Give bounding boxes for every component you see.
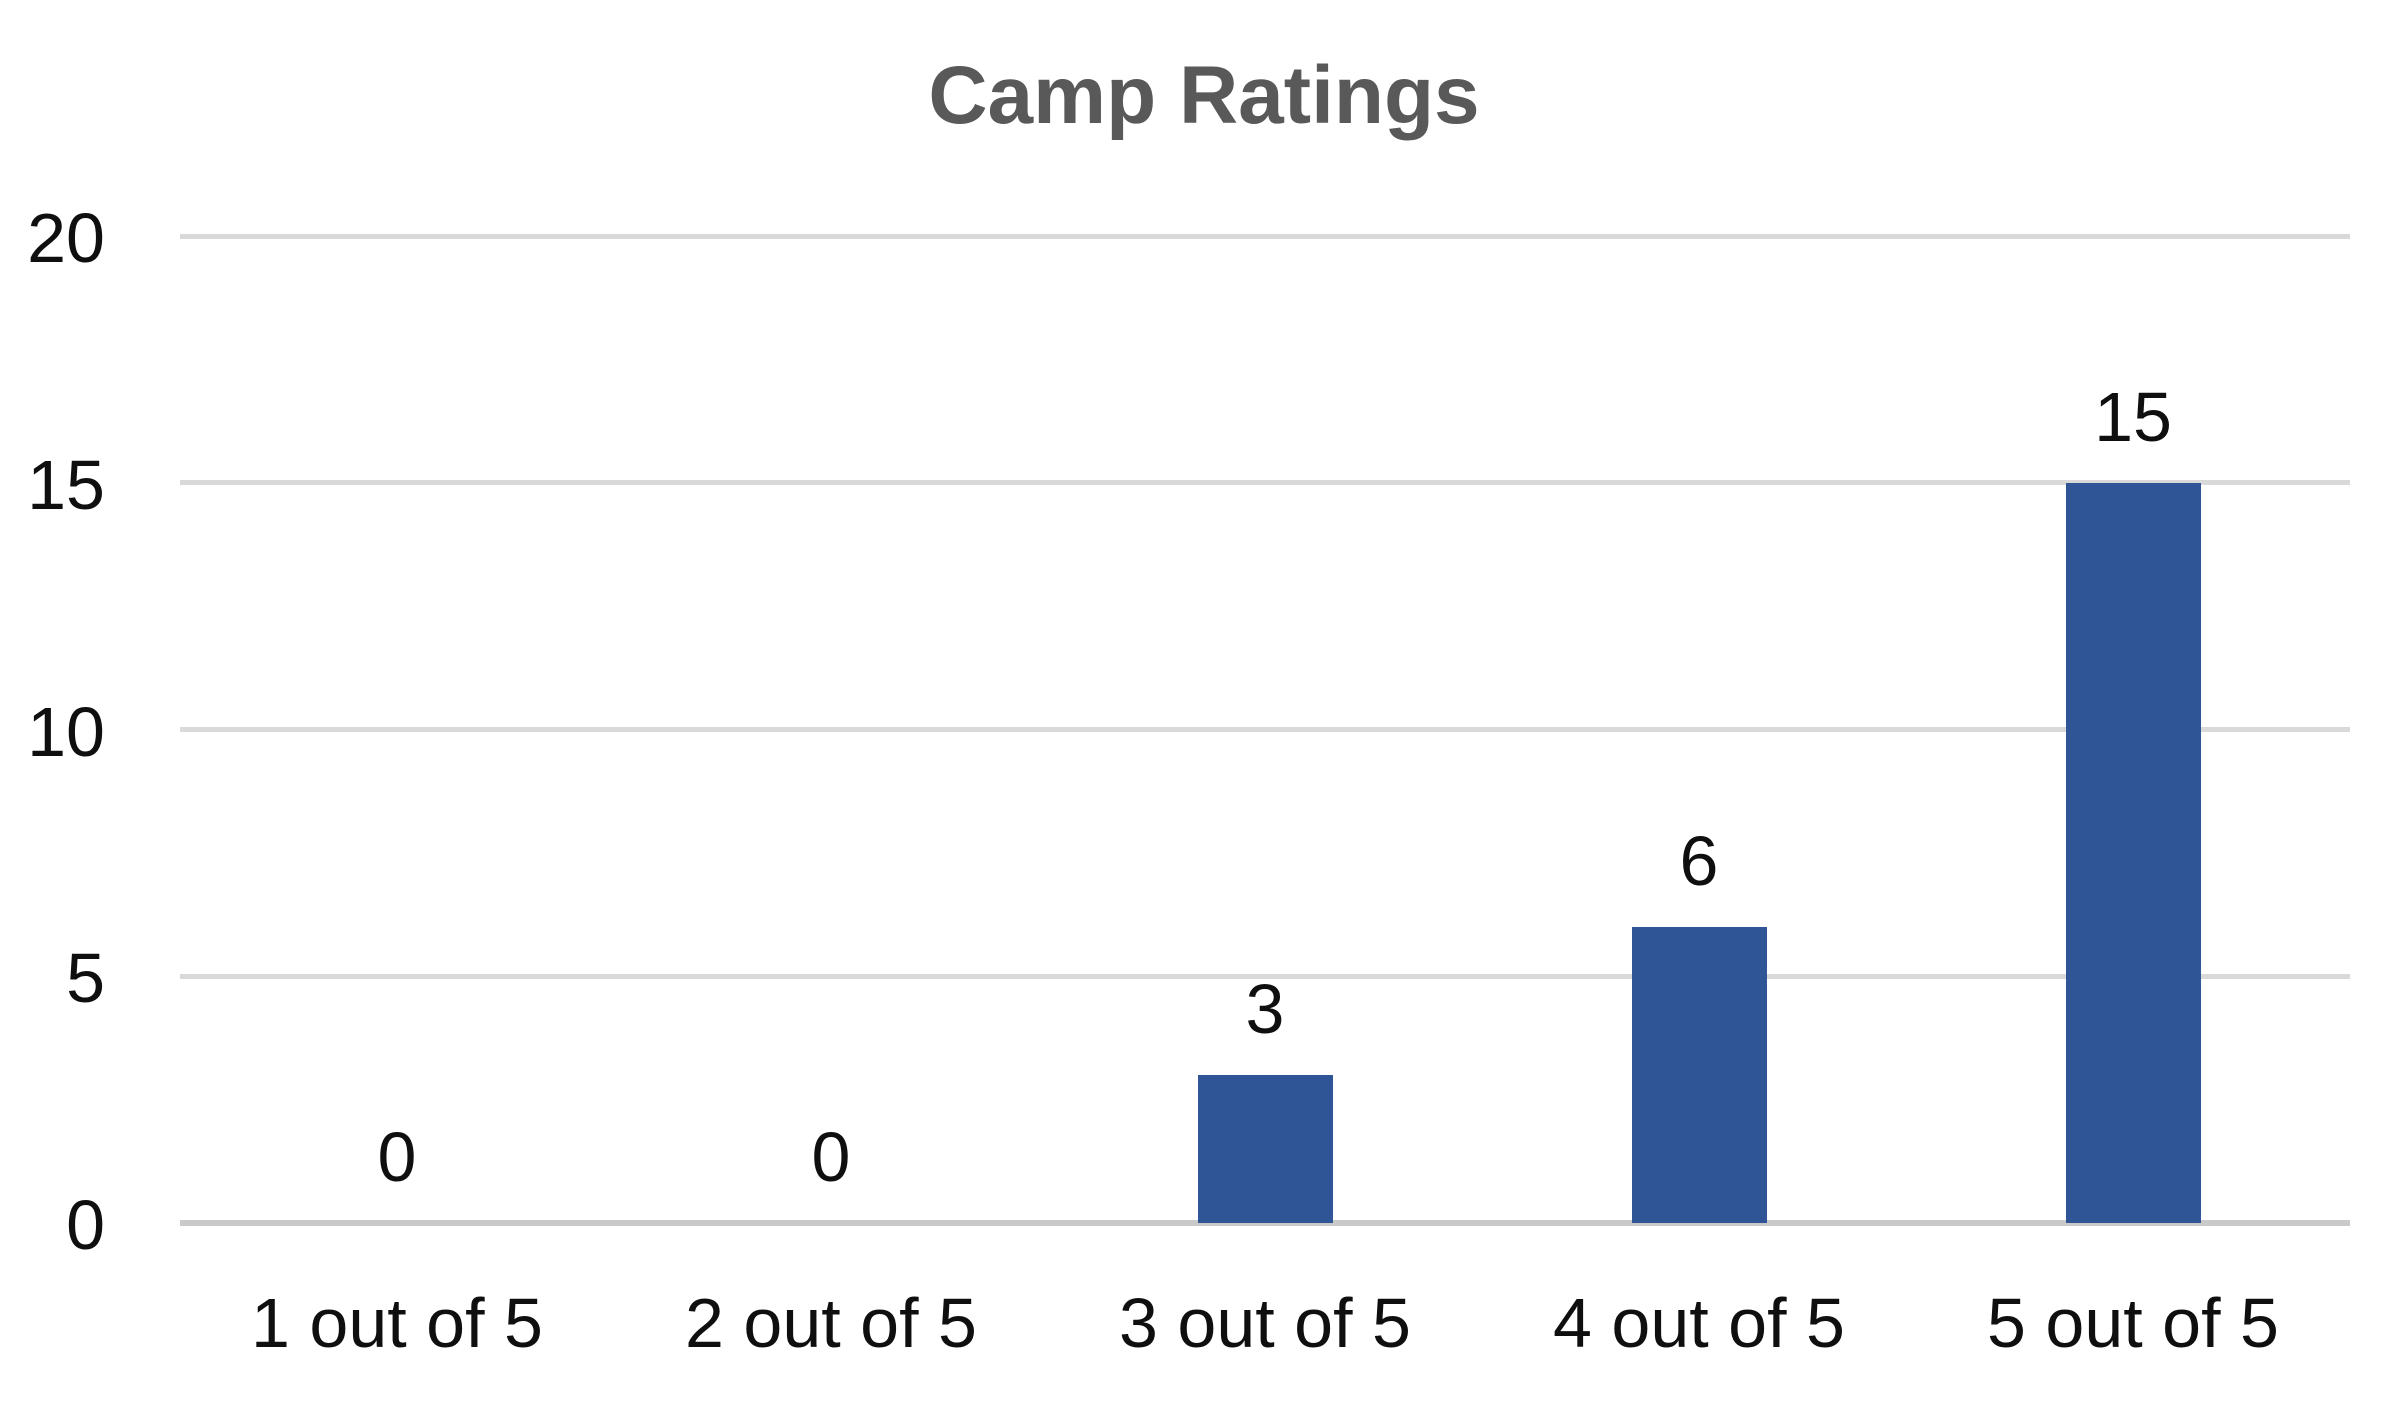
gridline xyxy=(180,480,2350,486)
x-axis-category-label: 5 out of 5 xyxy=(1987,1284,2279,1362)
plot-area: 0 0 3 6 15 xyxy=(180,233,2350,1226)
x-axis-category-label: 2 out of 5 xyxy=(685,1284,977,1362)
x-axis-category-label: 1 out of 5 xyxy=(251,1284,543,1362)
gridline xyxy=(180,973,2350,979)
bar xyxy=(1631,926,1767,1223)
bar-value-label: 3 xyxy=(1245,969,1285,1048)
gridline xyxy=(180,233,2350,239)
bar-value-label: 0 xyxy=(377,1118,417,1196)
gridline xyxy=(180,727,2350,732)
y-axis-tick-label: 5 xyxy=(66,939,105,1018)
bar-value-label: 6 xyxy=(1679,821,1719,900)
y-axis-tick-label: 0 xyxy=(66,1186,105,1264)
x-axis-line xyxy=(180,1220,2350,1226)
bar-value-label: 0 xyxy=(811,1118,851,1196)
bar-value-label: 15 xyxy=(2094,377,2172,456)
y-axis-tick-label: 15 xyxy=(27,445,105,524)
x-axis-category-label: 4 out of 5 xyxy=(1553,1284,1845,1362)
chart-title: Camp Ratings xyxy=(928,50,1480,141)
y-axis-tick-label: 10 xyxy=(27,692,105,771)
x-axis-category-label: 3 out of 5 xyxy=(1119,1284,1411,1362)
bar xyxy=(2065,482,2201,1223)
y-axis-tick-label: 20 xyxy=(27,199,105,277)
bar xyxy=(1197,1074,1333,1223)
